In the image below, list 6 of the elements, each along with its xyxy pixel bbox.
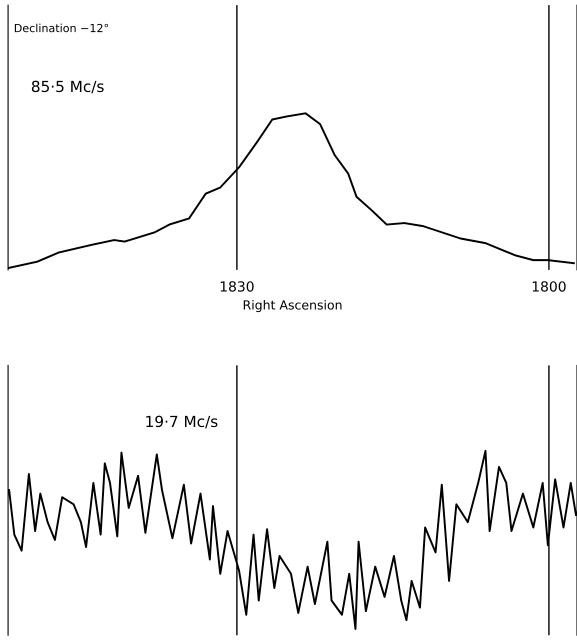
series-label: 19·7 Mc/s [146,416,218,428]
x-axis-title: Right Ascension [244,300,342,312]
text: Declination −12° [14,24,108,32]
x-tick-label: 1830 [220,281,254,292]
text: 85·5 Mc/s [32,80,104,94]
x-tick-label: 1800 [532,281,566,292]
